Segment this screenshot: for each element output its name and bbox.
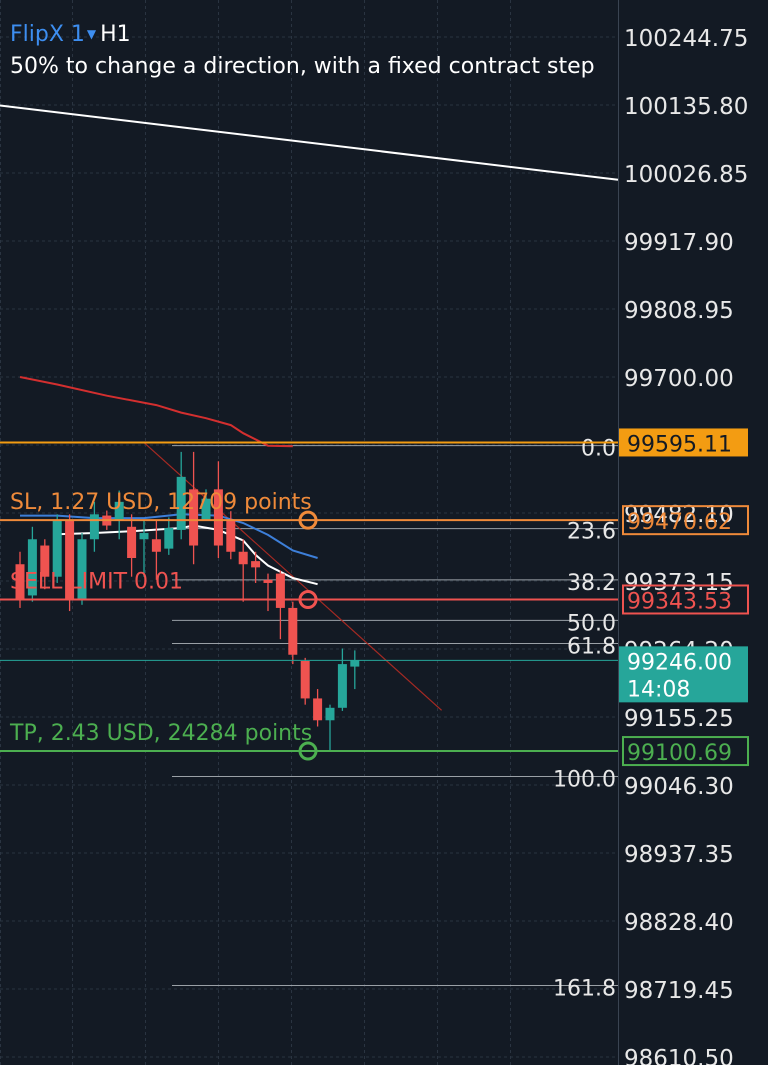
current-price-box: [619, 646, 748, 703]
y-axis-tick-label: 99155.25: [624, 706, 734, 732]
y-axis-tick-label: 99373.15: [624, 570, 734, 596]
candle-body: [275, 573, 285, 608]
ask-price-label: 99595.11: [627, 432, 732, 457]
tp-handle-icon[interactable]: [298, 741, 318, 761]
y-axis-tick-label: 99917.90: [624, 230, 734, 256]
trend-line[interactable]: [143, 442, 443, 711]
candle-body: [263, 579, 273, 583]
candle-body: [52, 520, 62, 577]
candle-body: [176, 476, 186, 530]
candle-body: [226, 520, 236, 552]
sl-price-label: 99470.62: [627, 510, 732, 535]
candle-body: [201, 498, 211, 521]
candle-body: [350, 660, 360, 667]
candle-body: [313, 698, 323, 721]
fib-level-label: 0.0: [581, 437, 616, 462]
candle-body: [238, 551, 248, 565]
y-axis-tick-label: 99046.30: [624, 774, 734, 800]
fib-level-label: 50.0: [567, 611, 616, 636]
candle-body: [189, 489, 199, 546]
candle-body: [27, 539, 37, 596]
candle-body: [164, 528, 174, 549]
fib-level-label: 23.6: [567, 520, 616, 545]
ask-price-box: [619, 428, 748, 457]
y-axis-tick-label: 98937.35: [624, 842, 734, 868]
candle-body: [151, 539, 161, 552]
y-axis-tick-label: 100135.80: [624, 94, 748, 120]
tp-price-label: 99100.69: [627, 741, 732, 766]
candle-body: [325, 707, 335, 721]
candle-body: [251, 561, 261, 568]
timeframe-label[interactable]: H1: [100, 22, 131, 47]
y-axis-tick-label: 99700.00: [624, 366, 734, 392]
symbol-name[interactable]: FlipX 1: [10, 22, 85, 47]
y-axis-tick-label: 98719.45: [624, 978, 734, 1004]
current-price-label: 99246.00: [627, 650, 732, 675]
sell-limit-price-label: 99343.53: [627, 589, 732, 614]
indicator-subtitle: 50% to change a direction, with a fixed …: [10, 54, 595, 79]
sell-limit-price-box[interactable]: [622, 584, 749, 615]
y-axis-tick-label: 100026.85: [624, 162, 748, 188]
bar-timer-label: 14:08: [627, 677, 690, 702]
y-axis-tick-label: 100244.75: [624, 26, 748, 52]
candle-body: [40, 545, 50, 577]
candle-body: [288, 607, 298, 655]
candle-body: [89, 514, 99, 540]
candle-body: [337, 664, 347, 708]
sl-handle-icon[interactable]: [298, 510, 318, 530]
candle-body: [15, 564, 25, 599]
candle-body: [114, 501, 124, 521]
fib-level-label: 61.8: [567, 635, 616, 660]
candle-body: [65, 520, 75, 599]
y-axis-tick-label: 98610.50: [624, 1046, 734, 1065]
sell-limit-handle-icon[interactable]: [298, 589, 318, 609]
candle-body: [127, 526, 137, 559]
candle-body: [77, 539, 87, 599]
tp-tag[interactable]: TP, 2.43 USD, 24284 points: [9, 721, 312, 746]
candle-body: [139, 533, 149, 540]
y-axis-tick-label: 98828.40: [624, 910, 734, 936]
sl-tag[interactable]: SL, 1.27 USD, 12709 points: [10, 490, 312, 515]
tp-price-box[interactable]: [622, 736, 749, 767]
candle-body: [300, 660, 310, 699]
fib-level-label: 161.8: [553, 977, 616, 1002]
fib-level-label: 100.0: [553, 767, 616, 792]
sell-limit-tag[interactable]: SELL LIMIT 0.01: [10, 569, 183, 594]
y-axis-tick-label: 99808.95: [624, 298, 734, 324]
fib-level-label: 38.2: [567, 571, 616, 596]
chart-header[interactable]: FlipX 1 ▼ H1: [10, 22, 131, 47]
candle-body: [213, 489, 223, 546]
moving-average-ma_red: [19, 376, 293, 448]
sl-price-box[interactable]: [622, 505, 749, 536]
dropdown-triangle-icon[interactable]: ▼: [86, 27, 97, 41]
moving-average-ma_white_upper: [0, 104, 619, 181]
